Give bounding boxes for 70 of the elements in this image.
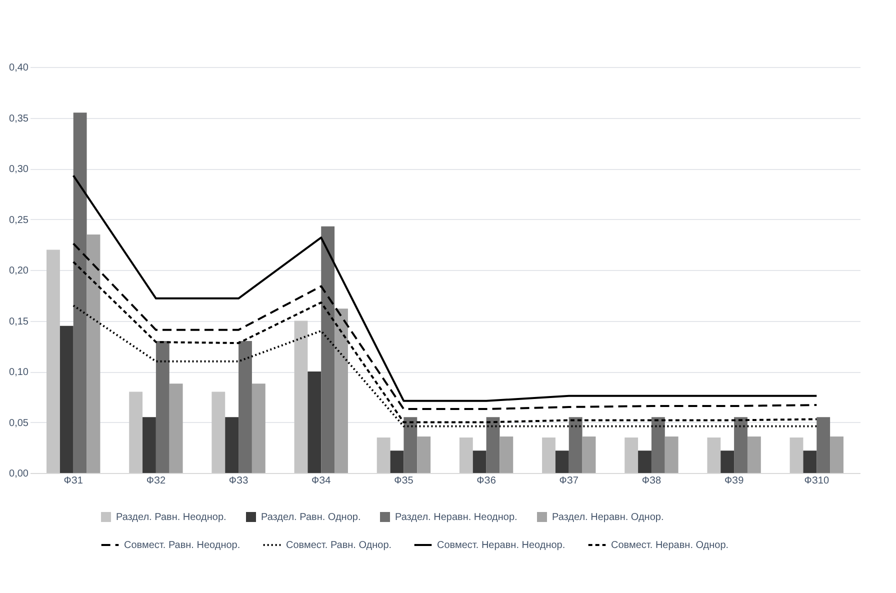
bar bbox=[734, 417, 748, 473]
legend-label: Раздел. Неравн. Однор. bbox=[552, 512, 664, 523]
x-tick-label: ФЗ1 bbox=[64, 476, 84, 486]
bar bbox=[46, 250, 60, 473]
bar bbox=[624, 437, 638, 473]
legend-label: Совмест. Равн. Неоднор. bbox=[124, 540, 240, 551]
y-tick-label: 0,30 bbox=[9, 164, 29, 175]
bar bbox=[212, 392, 226, 473]
bar bbox=[582, 436, 596, 473]
y-tick-label: 0,00 bbox=[9, 468, 29, 480]
bar bbox=[830, 436, 844, 473]
bar bbox=[664, 436, 678, 473]
bar bbox=[60, 326, 74, 473]
x-tick-label: ФЗ8 bbox=[642, 476, 662, 486]
bar bbox=[142, 417, 156, 473]
y-tick-label: 0,10 bbox=[9, 367, 29, 378]
bar bbox=[500, 436, 514, 473]
x-tick-label: ФЗ6 bbox=[476, 476, 496, 486]
bar bbox=[252, 384, 266, 473]
bar bbox=[803, 450, 817, 473]
bar bbox=[720, 450, 734, 473]
bar bbox=[156, 341, 170, 473]
bar bbox=[404, 417, 418, 473]
bar bbox=[568, 417, 582, 473]
x-tick-label: ФЗ2 bbox=[146, 476, 166, 486]
bar bbox=[129, 392, 143, 473]
bar bbox=[169, 384, 183, 473]
bar bbox=[238, 341, 252, 473]
x-tick-label: ФЗ9 bbox=[724, 476, 744, 486]
bar bbox=[334, 308, 348, 473]
bar bbox=[459, 437, 473, 473]
line-series bbox=[72, 174, 818, 402]
y-tick-label: 0,20 bbox=[9, 266, 29, 276]
legend-label: Раздел. Равн. Однор. bbox=[261, 512, 361, 523]
y-tick-label: 0,35 bbox=[9, 113, 29, 124]
x-tick-label: ФЗ5 bbox=[394, 476, 414, 486]
legend-label: Раздел. Неравн. Неоднор. bbox=[395, 512, 518, 523]
x-tick-label: ФЗ3 bbox=[228, 476, 249, 486]
x-tick-label: ФЗ10 bbox=[804, 476, 830, 486]
line-series bbox=[72, 260, 818, 424]
bar bbox=[790, 437, 804, 473]
line-series bbox=[72, 242, 818, 410]
bar bbox=[308, 372, 322, 473]
bar bbox=[321, 226, 335, 473]
bar bbox=[86, 234, 100, 473]
x-tick-label: ФЗ7 bbox=[559, 476, 579, 486]
legend-label: Совмест. Неравн. Однор. bbox=[611, 540, 729, 551]
legend-label: Совмест. Неравн. Неоднор. bbox=[437, 540, 566, 551]
legend-label: Раздел. Равн. Неоднор. bbox=[116, 512, 226, 523]
bar bbox=[747, 436, 761, 473]
bar bbox=[376, 437, 390, 473]
bar bbox=[225, 417, 239, 473]
y-tick-label: 0,15 bbox=[9, 316, 29, 328]
bar bbox=[555, 450, 569, 473]
bar bbox=[472, 450, 486, 473]
y-tick-label: 0,25 bbox=[9, 214, 29, 226]
bar bbox=[638, 450, 652, 473]
bar bbox=[486, 417, 500, 473]
x-tick-label: ФЗ4 bbox=[312, 476, 332, 486]
y-tick-label: 0,05 bbox=[9, 418, 29, 429]
bar bbox=[542, 437, 556, 473]
bar bbox=[390, 450, 404, 473]
y-tick-label: 0,40 bbox=[9, 62, 29, 74]
legend-label: Совмест. Равн. Однор. bbox=[286, 540, 392, 551]
bar bbox=[816, 417, 830, 473]
bar bbox=[73, 112, 87, 473]
bar bbox=[417, 436, 431, 473]
bar bbox=[651, 417, 665, 473]
bar bbox=[707, 437, 721, 473]
bar bbox=[294, 320, 308, 473]
